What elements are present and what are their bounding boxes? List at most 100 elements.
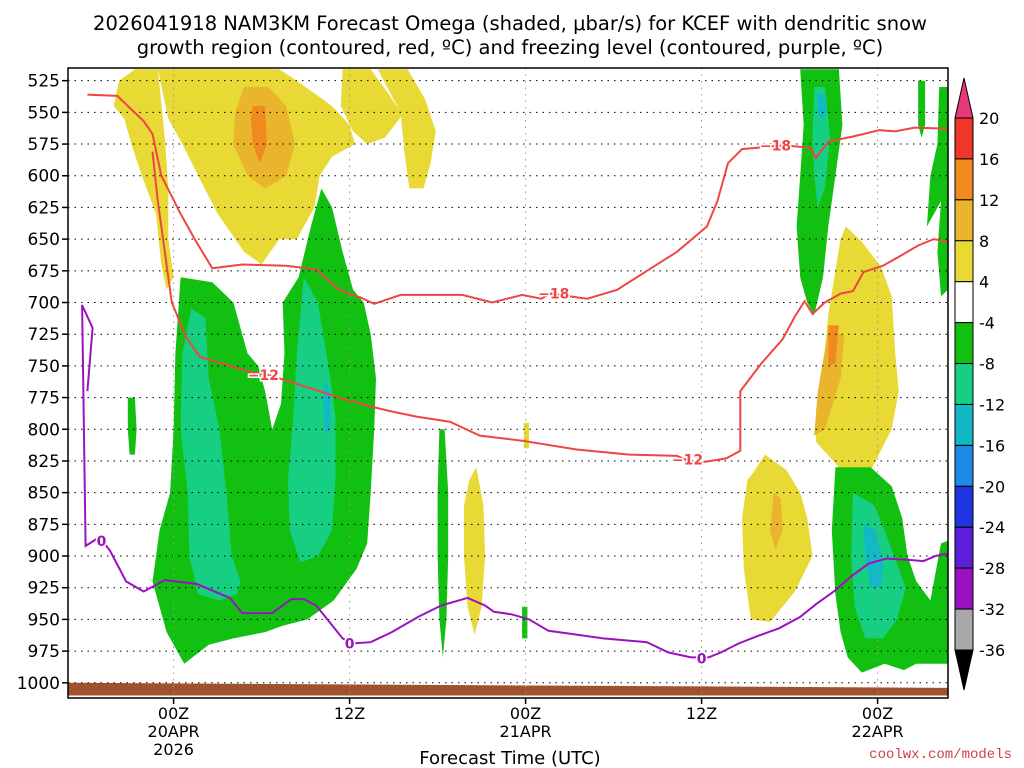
shade-omega-4-col-1	[113, 69, 174, 290]
colorbar-label-9: -20	[979, 477, 1005, 496]
shade-omega-4-late	[816, 226, 899, 499]
y-tick-label-625: 625	[28, 198, 60, 218]
shade-omega-12	[251, 106, 267, 164]
colorbar-label-1: 16	[979, 150, 999, 169]
shade-omega-12-late	[828, 325, 839, 366]
y-tick-label-600: 600	[28, 167, 60, 187]
colorbar-label-4: 4	[979, 273, 989, 292]
x-date-label-40: 22APR	[852, 722, 904, 741]
shade-omega-4-tiny	[523, 422, 530, 449]
contour-label-3: −12	[672, 453, 703, 469]
x-tick-label-0: 00Z	[158, 704, 189, 723]
colorbar: 20 16 12 8 4 -4 -8 -12 -16 -20 -24 -28 -32 -36	[954, 77, 1005, 691]
y-tick-label-950: 950	[28, 610, 60, 630]
contour-labels-layer: −18 −18 −12 −12 0 0 0	[95, 137, 793, 669]
y-tick-label-825: 825	[28, 452, 60, 472]
contour-label-0: −18	[538, 287, 569, 303]
y-tick-label-800: 800	[28, 420, 60, 440]
x-tick-label-40: 00Z	[862, 704, 893, 723]
shade-omega-4-right-edge	[926, 87, 948, 297]
x-tick-label-10: 12Z	[334, 704, 365, 723]
plot-frame	[67, 67, 949, 699]
ground-surface	[68, 682, 948, 696]
colorbar-label-6: -8	[979, 355, 995, 374]
contour-label-1: −18	[760, 138, 791, 154]
colorbar-label-3: 8	[979, 232, 989, 251]
contour-label-6: 0	[697, 652, 707, 668]
shade-omega-4-thin-mid	[437, 429, 449, 658]
y-tick-label-900: 900	[28, 547, 60, 567]
plot-grid	[68, 68, 948, 698]
y-tick-label-725: 725	[28, 325, 60, 345]
omega-shading-layer	[113, 69, 948, 673]
colorbar-label-13: -36	[979, 641, 1005, 660]
colorbar-label-12: -32	[979, 600, 1005, 619]
x-tick-label-30: 12Z	[686, 704, 717, 723]
colorbar-label-5: -4	[979, 314, 995, 333]
colorbar-label-7: -12	[979, 395, 1005, 414]
y-tick-label-1000: 1000	[17, 674, 60, 694]
colorbar-swatch-13	[954, 608, 974, 651]
shade-omega-4-col-4	[377, 69, 436, 189]
colorbar-swatch-3	[954, 199, 974, 242]
colorbar-swatch-8	[954, 403, 974, 446]
y-tick-label-575: 575	[28, 135, 60, 155]
y-tick-label-850: 850	[28, 484, 60, 504]
colorbar-swatch-5	[954, 281, 974, 324]
colorbar-swatch-9	[954, 444, 974, 487]
shade-omega-8-main-a	[180, 308, 241, 601]
colorbar-label-8: -16	[979, 436, 1005, 455]
shade-omega-8-main-b	[288, 277, 336, 563]
contour-lines-layer	[81, 93, 948, 659]
x-date-label-20: 21APR	[500, 722, 552, 741]
y-tick-label-775: 775	[28, 389, 60, 409]
contour-label-4: 0	[97, 534, 107, 550]
x-year-label-0: 2026	[153, 740, 194, 759]
contour-12c	[151, 151, 807, 465]
y-tick-label-650: 650	[28, 230, 60, 250]
colorbar-swatch-4	[954, 240, 974, 283]
shade-omega-4-right-thin	[918, 80, 926, 138]
contour-label-2: −12	[248, 368, 279, 384]
site-credit: coolwx.com/models	[869, 747, 1012, 763]
x-tick-label-20: 00Z	[510, 704, 541, 723]
colorbar-swatch-12	[954, 567, 974, 610]
shade-omega-8-late	[814, 330, 845, 436]
shade-omega-12-top-right	[817, 93, 827, 119]
y-axis: 525 550 575 600 625 650 675 700 725 750 775 800 825 8…	[17, 72, 68, 694]
y-tick-label-925: 925	[28, 579, 60, 599]
colorbar-swatch-11	[954, 526, 974, 569]
x-axis-title: Forecast Time (UTC)	[419, 748, 600, 768]
contour-0c-freezing-level	[81, 304, 948, 659]
y-tick-label-875: 875	[28, 515, 60, 535]
contour-label-5: 0	[345, 636, 355, 652]
colorbar-swatch-1	[954, 117, 974, 160]
y-tick-label-550: 550	[28, 103, 60, 123]
shade-omega-8-top-right	[812, 87, 831, 208]
contour-18c	[87, 93, 948, 305]
colorbar-label-11: -28	[979, 559, 1005, 578]
shade-omega-4-left	[127, 397, 137, 455]
y-tick-label-975: 975	[28, 642, 60, 662]
colorbar-swatch-7	[954, 363, 974, 405]
shade-omega-12-bottom-right	[863, 524, 883, 588]
colorbar-swatch-6	[954, 322, 974, 365]
chart-title-line1: 2026041918 NAM3KM Forecast Omega (shaded…	[93, 12, 927, 35]
y-tick-label-675: 675	[28, 262, 60, 282]
contour-18c-right	[804, 238, 948, 316]
chart-title-line2: growth region (contoured, red, ºC) and f…	[137, 36, 884, 59]
y-tick-label-700: 700	[28, 294, 60, 314]
shade-omega-4-col-3	[340, 69, 403, 145]
x-date-label-0: 20APR	[148, 722, 200, 741]
y-tick-label-750: 750	[28, 357, 60, 377]
y-tick-label-525: 525	[28, 72, 60, 92]
colorbar-swatch-10	[954, 485, 974, 528]
shade-omega-4-thin-2	[522, 606, 528, 639]
shade-omega-4-mid	[464, 467, 486, 635]
colorbar-label-10: -24	[979, 518, 1005, 537]
colorbar-swatch-2	[954, 158, 974, 201]
colorbar-label-2: 12	[979, 191, 999, 210]
colorbar-label-0: 20	[979, 109, 999, 128]
